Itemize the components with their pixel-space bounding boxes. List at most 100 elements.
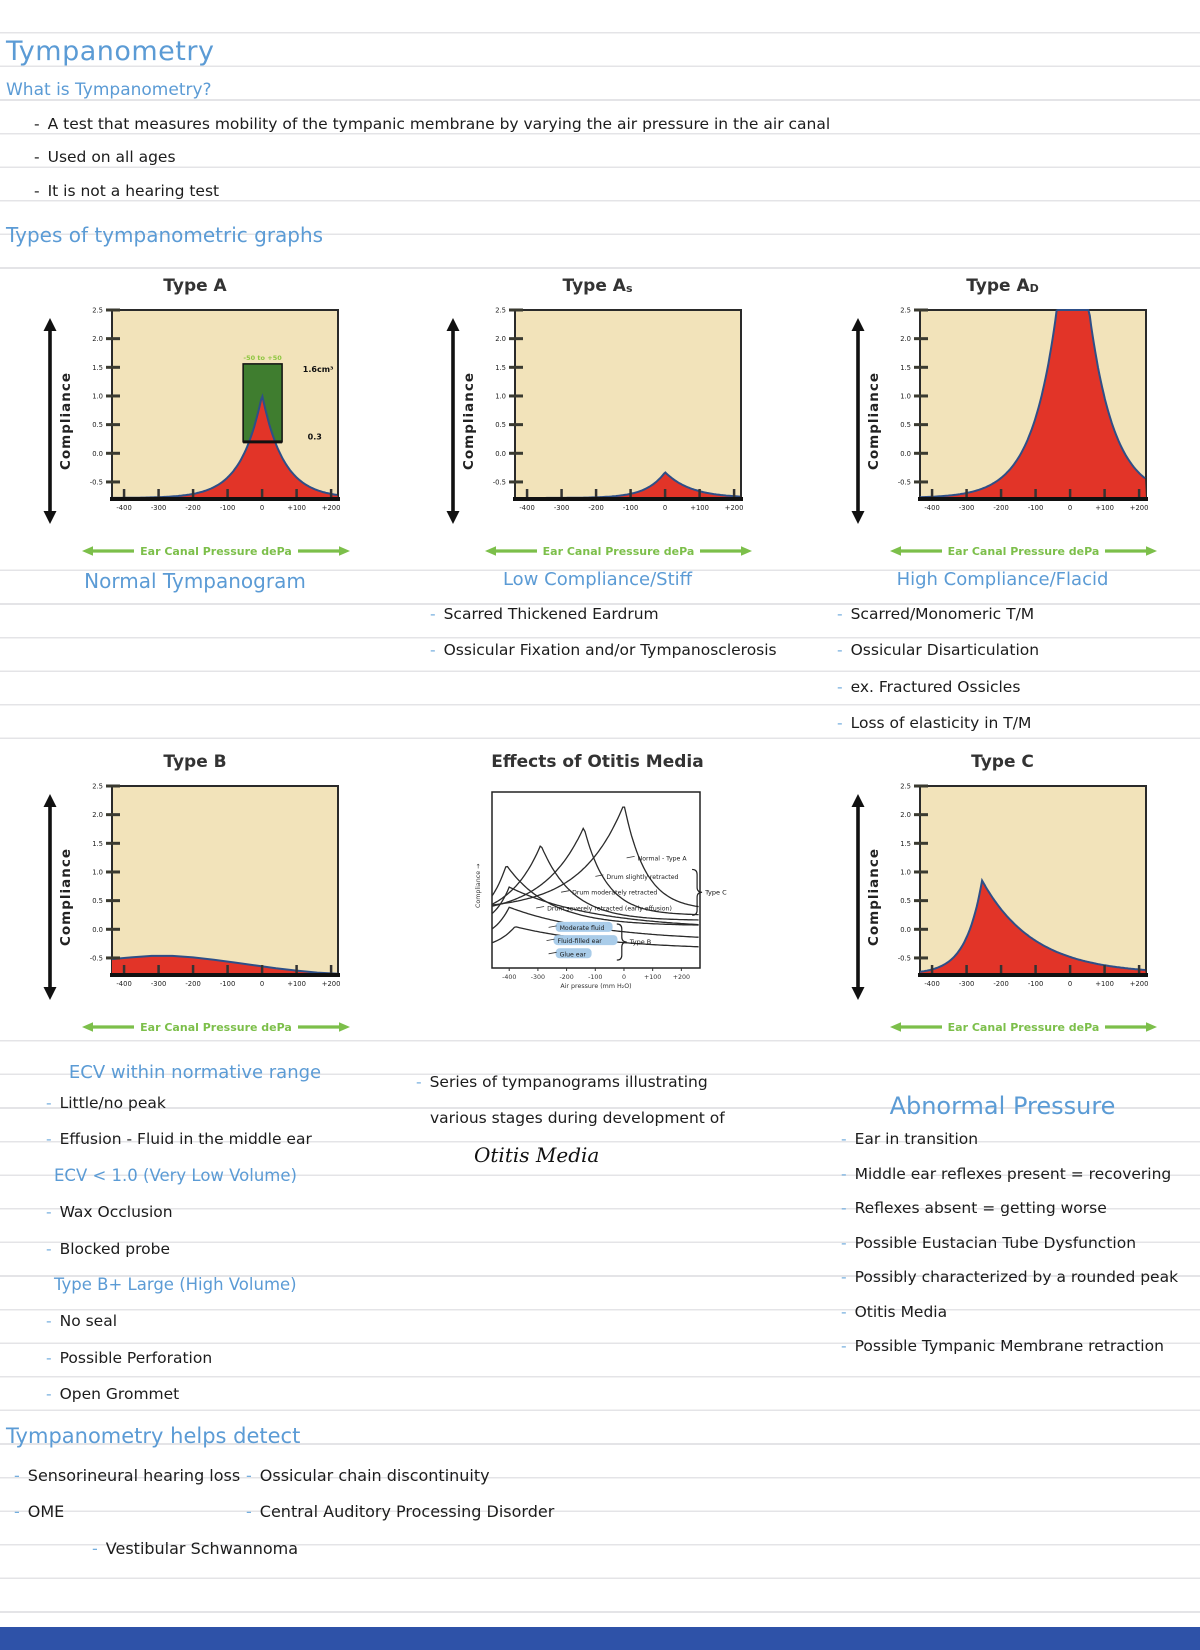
pressure-axis-label-text: Ear Canal Pressure dePa xyxy=(947,544,1100,558)
svg-text:-300: -300 xyxy=(151,504,166,512)
note-dash: - xyxy=(837,714,843,733)
note-line: - Sensorineural hearing loss xyxy=(14,1458,246,1494)
note-line: - Little/no peak xyxy=(46,1085,390,1121)
green-left-arrow-icon xyxy=(82,546,135,556)
svg-text:-200: -200 xyxy=(588,504,603,512)
intro-section: Tympanometry What is Tympanometry? -A te… xyxy=(6,0,1200,247)
svg-text:Drum slightly retracted: Drum slightly retracted xyxy=(606,874,678,881)
svg-text:-200: -200 xyxy=(993,980,1008,988)
note-text: Otitis Media xyxy=(854,1302,948,1321)
svg-text:2.5: 2.5 xyxy=(900,307,911,315)
svg-text:2.5: 2.5 xyxy=(900,783,911,791)
panel-type-as: Type As Compliance 2.5 2.0 1.5 1.0 0.5 0.0 -0.5 -… xyxy=(390,276,805,742)
note-text: Central Auditory Processing Disorder xyxy=(259,1502,555,1522)
note-text: Possible Eustacian Tube Dysfunction xyxy=(854,1233,1137,1252)
compliance-axis-label: Compliance xyxy=(865,371,882,471)
type-c-notes: - Ear in transition - Middle ear reflexes p… xyxy=(805,1122,1200,1364)
svg-text:-50 to +50: -50 to +50 xyxy=(243,354,282,362)
svg-text:0: 0 xyxy=(621,974,625,981)
note-dash: - xyxy=(837,605,843,623)
svg-text:-100: -100 xyxy=(1027,504,1042,512)
svg-text:0.0: 0.0 xyxy=(900,926,911,934)
note-line: -A test that measures mobility of the ty… xyxy=(34,108,1200,141)
detect-heading: Tympanometry helps detect xyxy=(6,1424,301,1448)
svg-text:0.5: 0.5 xyxy=(495,421,506,429)
svg-text:1.0: 1.0 xyxy=(92,392,103,400)
compliance-axis: Compliance xyxy=(445,318,477,524)
svg-text:Normal - Type A: Normal - Type A xyxy=(637,855,687,862)
panel-title-text: Type A xyxy=(966,276,1030,296)
note-text: Middle ear reflexes present = recovering xyxy=(854,1164,1172,1183)
svg-text:0.3: 0.3 xyxy=(308,433,322,442)
note-text: Ossicular Disarticulation xyxy=(850,641,1040,660)
note-line: - Used on all ages xyxy=(34,141,1200,174)
note-text: Sensorineural hearing loss xyxy=(27,1466,241,1485)
charts-row-2: Type B Compliance 2.5 2.0 1.5 1.0 0.5 0.0 -0.5 -4… xyxy=(0,752,1200,1413)
pressure-axis-label-text: Ear Canal Pressure dePa xyxy=(542,544,695,558)
svg-text:2.0: 2.0 xyxy=(900,811,911,819)
svg-text:1.0: 1.0 xyxy=(92,868,103,876)
svg-text:0.5: 0.5 xyxy=(900,897,911,905)
note-dash: - xyxy=(841,1164,847,1183)
pressure-axis-label-text: Ear Canal Pressure dePa xyxy=(947,1020,1100,1034)
svg-text:2.0: 2.0 xyxy=(92,335,103,343)
note-line: - Possible Eustacian Tube Dysfunction xyxy=(841,1226,1200,1261)
svg-text:+200: +200 xyxy=(322,504,341,512)
compliance-axis-arrow-icon xyxy=(851,794,864,1000)
green-left-arrow-icon xyxy=(484,546,537,556)
panel-title-subscript: s xyxy=(625,282,633,295)
note-dash: - xyxy=(34,181,40,200)
panel-type-b: Type B Compliance 2.5 2.0 1.5 1.0 0.5 0.0 -0.5 -4… xyxy=(0,752,390,1413)
type-ad-plot: 2.5 2.0 1.5 1.0 0.5 0.0 -0.5 -400 -300 -200 -100 0 +… xyxy=(897,307,1148,513)
compliance-axis-arrow-icon xyxy=(446,318,459,524)
svg-text:-100: -100 xyxy=(220,504,235,512)
note-text: Possible Tympanic Membrane retraction xyxy=(854,1337,1164,1355)
panel-title-text: Type A xyxy=(562,276,626,296)
svg-text:0.0: 0.0 xyxy=(92,450,103,458)
note-text: Loss of elasticity in T/M xyxy=(850,714,1032,733)
note-dash: - xyxy=(46,1239,52,1258)
svg-text:-0.5: -0.5 xyxy=(897,478,910,486)
svg-text:0: 0 xyxy=(662,504,666,512)
svg-text:Glue ear: Glue ear xyxy=(559,951,586,958)
note-text: Blocked probe xyxy=(59,1239,170,1258)
pressure-axis-label: Ear Canal Pressure dePa xyxy=(42,1018,390,1036)
compliance-axis: Compliance xyxy=(42,318,74,524)
note-text: Open Grommet xyxy=(59,1385,180,1404)
compliance-axis: Compliance xyxy=(850,318,882,524)
svg-text:-0.5: -0.5 xyxy=(897,954,910,962)
detect-extra-row: - Vestibular Schwannoma xyxy=(6,1531,1200,1567)
note-line: - Otitis Media xyxy=(841,1295,1200,1330)
note-text: Reflexes absent = getting worse xyxy=(854,1199,1107,1217)
note-line: - Ossicular Fixation and/or Tympanosclero… xyxy=(430,632,805,668)
note-text: Effusion - Fluid in the middle ear xyxy=(59,1130,312,1149)
note-text: Vestibular Schwannoma xyxy=(105,1538,299,1558)
graphs-heading: Types of tympanometric graphs xyxy=(6,223,324,248)
svg-text:Drum moderately retracted: Drum moderately retracted xyxy=(572,890,657,897)
compliance-axis-arrow-icon xyxy=(851,318,864,524)
otitis-media-text: Otitis Media xyxy=(474,1142,600,1167)
note-dash: - xyxy=(34,115,40,133)
note-line: - Vestibular Schwannoma xyxy=(92,1531,1200,1567)
svg-text:-400: -400 xyxy=(116,980,131,988)
svg-text:0.5: 0.5 xyxy=(92,897,103,905)
note-dash: - xyxy=(46,1094,52,1112)
svg-text:-400: -400 xyxy=(502,974,516,981)
svg-text:-100: -100 xyxy=(588,974,602,981)
svg-text:2.0: 2.0 xyxy=(900,335,911,343)
note-dash: - xyxy=(837,677,843,696)
svg-text:Moderate fluid: Moderate fluid xyxy=(559,925,604,932)
note-line: various stages during development of xyxy=(416,1100,805,1136)
panel-title-type-as: Type As xyxy=(390,276,805,300)
note-text: Possibly characterized by a rounded peak xyxy=(854,1268,1179,1286)
type-b-notes: - Little/no peak - Effusion - Fluid in the … xyxy=(0,1085,390,1413)
compliance-axis-arrow-icon xyxy=(43,318,57,524)
type-c-caption: Abnormal Pressure xyxy=(889,1092,1116,1120)
svg-text:+100: +100 xyxy=(690,504,709,512)
note-text: Little/no peak xyxy=(59,1094,166,1112)
compliance-axis-label: Compliance xyxy=(58,371,74,471)
panel-title-type-ad: Type AD xyxy=(805,276,1200,300)
type-a-plot: -50 to +50 1.6cm³ 0.3 2.5 2.0 1.5 1.0 0.5 0.0 -0.… xyxy=(90,307,341,513)
panel-title-text: Type C xyxy=(971,752,1034,772)
